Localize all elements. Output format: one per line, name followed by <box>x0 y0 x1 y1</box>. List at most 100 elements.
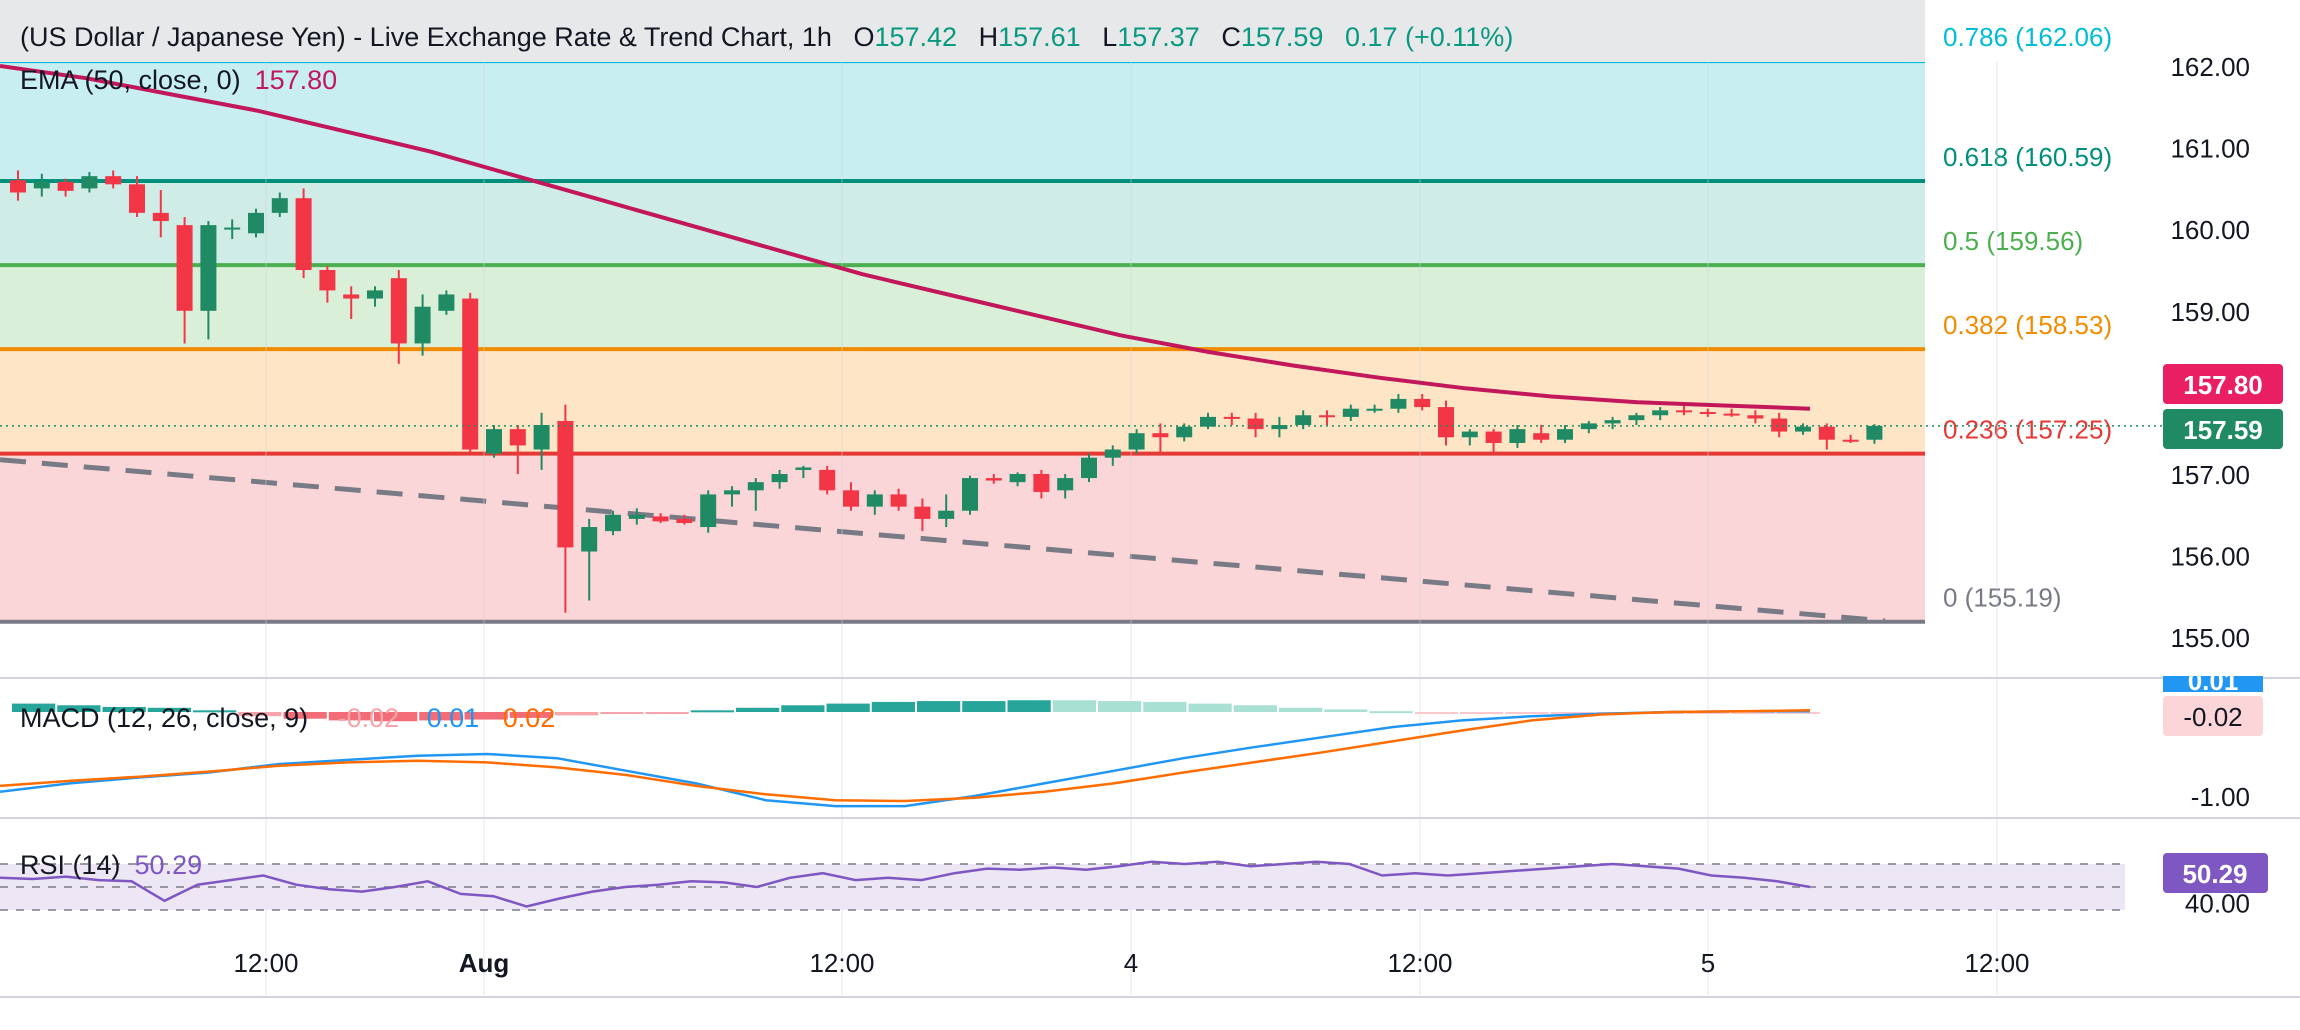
macd-legend: MACD (12, 26, close, 9) -0.02 0.01 0.02 <box>20 703 555 733</box>
candle-up <box>367 290 383 299</box>
macd-hist-bar <box>1731 712 1775 714</box>
candle-down <box>1485 431 1502 443</box>
rsi-tick: 40.00 <box>2185 889 2250 919</box>
candle-up <box>1009 474 1026 483</box>
candle-down <box>1533 433 1550 440</box>
candle-up <box>248 212 264 234</box>
candle-up <box>1795 426 1811 432</box>
candle-up <box>938 510 955 519</box>
candle-down <box>843 490 859 507</box>
candle-down <box>152 212 169 222</box>
candle-up <box>1628 415 1645 421</box>
candle-down <box>676 518 693 523</box>
candle-up <box>700 494 717 528</box>
macd-hist-bar <box>1686 712 1730 714</box>
macd-hist-bar <box>1369 711 1413 714</box>
legend-bar <box>0 0 1925 62</box>
candle-up <box>747 482 764 491</box>
candle-down <box>295 198 312 270</box>
candle-down <box>462 298 479 450</box>
macd-hist-bar <box>509 712 553 718</box>
candle-up <box>1128 433 1145 450</box>
ema-price-tag: 157.80 <box>2163 364 2283 404</box>
candle-up <box>771 474 788 483</box>
macd-hist-bar <box>283 712 327 719</box>
macd-hist-bar <box>1188 703 1232 712</box>
macd-hist-bar <box>193 710 237 713</box>
candle-up <box>1580 423 1597 430</box>
macd-hist-bar <box>374 712 418 722</box>
macd-hist-bar <box>1233 705 1277 712</box>
candle-down <box>1771 418 1788 432</box>
macd-hist-bar <box>645 712 689 714</box>
time-tick: 12:00 <box>1964 948 2029 978</box>
macd-value-tag-top: 0.01 <box>2163 666 2263 696</box>
macd-hist-bar <box>600 712 644 714</box>
trend-line <box>0 457 1886 624</box>
chart-title: (US Dollar / Japanese Yen) - Live Exchan… <box>20 22 1513 52</box>
macd-hist-bar <box>12 703 56 712</box>
candle-down <box>390 278 407 344</box>
close-price-tag: 157.59 <box>2163 409 2283 449</box>
svg-text:157.80: 157.80 <box>2183 370 2263 400</box>
candle-up <box>224 227 241 230</box>
candle-up <box>33 181 50 189</box>
candle-down <box>509 429 526 446</box>
candle-down <box>1152 433 1169 438</box>
macd-hist-bar <box>1505 712 1549 714</box>
rsi-line <box>0 860 1811 908</box>
price-tick: 159.00 <box>2170 297 2250 327</box>
candle-down <box>105 176 122 185</box>
candle-up <box>1271 425 1288 430</box>
macd-hist-bar <box>690 710 734 713</box>
macd-hist-bar <box>1324 709 1368 712</box>
price-tick: 157.00 <box>2170 460 2250 490</box>
fib-label: 0.786 (162.06) <box>1943 22 2112 52</box>
svg-text:157.59: 157.59 <box>2183 415 2263 445</box>
ema-legend: EMA (50, close, 0) 157.80 <box>20 65 337 95</box>
candle-down <box>557 420 574 548</box>
macd-hist-bar <box>419 712 463 721</box>
candle-up <box>438 294 455 311</box>
price-tick: 156.00 <box>2170 542 2250 572</box>
candle-down <box>1676 410 1692 413</box>
macd-hist-bar <box>962 701 1006 712</box>
candle-up <box>605 514 621 532</box>
macd-hist-bar <box>1550 712 1594 714</box>
candle-down <box>343 294 360 299</box>
candle-down <box>890 494 907 507</box>
macd-hist-bar <box>1052 700 1096 712</box>
macd-hist-bar <box>328 712 372 721</box>
candle-up <box>1057 478 1074 491</box>
candle-up <box>1652 410 1669 416</box>
time-tick: 12:00 <box>1387 948 1452 978</box>
macd-tick: -1.00 <box>2191 782 2250 812</box>
candle-down <box>1818 426 1835 440</box>
candle-down <box>57 181 74 191</box>
candle-up <box>1176 426 1193 438</box>
fib-label: 0 (155.19) <box>1943 583 2062 613</box>
main-pane-background <box>0 61 1925 622</box>
candle-down <box>985 478 1002 481</box>
macd-hist-bar <box>57 705 101 712</box>
candle-up <box>1366 408 1383 411</box>
candle-up <box>1342 408 1359 417</box>
rsi-pane: 40.00 <box>0 817 2300 919</box>
candle-up <box>1390 398 1407 409</box>
candle-down <box>1414 398 1431 408</box>
macd-hist-bar <box>1776 712 1820 714</box>
ema-polyline <box>0 64 1811 411</box>
macd-line <box>0 709 1810 808</box>
rsi-value-tag: 50.29 <box>2163 853 2268 893</box>
candle-up <box>795 467 812 470</box>
candle-up <box>81 176 98 189</box>
time-axis: 12:00 Aug 12:00 4 12:00 5 12:00 <box>0 948 2300 998</box>
candle-up <box>1295 415 1312 426</box>
candle-down <box>1033 474 1050 492</box>
time-tick: 12:00 <box>809 948 874 978</box>
candle-up <box>724 490 740 495</box>
macd-hist-bar <box>1460 712 1504 714</box>
candle-down <box>1723 413 1740 416</box>
candle-down <box>652 516 669 522</box>
